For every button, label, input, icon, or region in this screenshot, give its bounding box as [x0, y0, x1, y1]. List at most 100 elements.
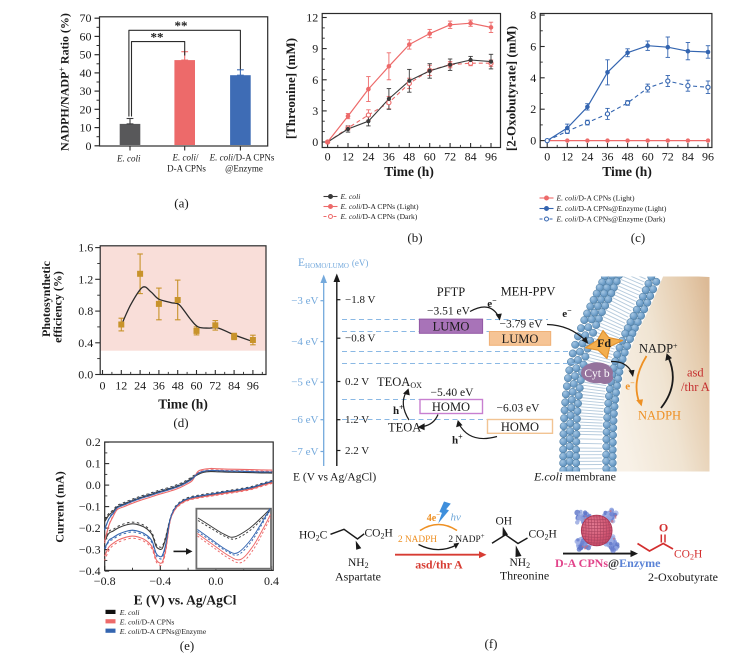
svg-text:E. coli/D-A CPNs@Enzyme (Dark): E. coli/D-A CPNs@Enzyme (Dark): [556, 215, 666, 224]
svg-text:CO2H: CO2H: [674, 549, 702, 562]
svg-text:12: 12: [306, 11, 318, 25]
svg-text:TEOA: TEOA: [388, 421, 421, 435]
svg-text:2: 2: [530, 102, 536, 116]
svg-text:Time (h): Time (h): [602, 164, 652, 179]
svg-text:Time (h): Time (h): [384, 164, 434, 179]
svg-text:h+: h+: [452, 432, 463, 447]
svg-text:Photosynthetic: Photosynthetic: [39, 260, 53, 337]
svg-text:60: 60: [642, 150, 654, 164]
svg-text:CO2H: CO2H: [529, 529, 557, 542]
svg-text:60: 60: [80, 29, 92, 43]
svg-text:0.4: 0.4: [264, 574, 279, 588]
svg-text:−4 eV: −4 eV: [291, 336, 318, 348]
svg-text:0: 0: [86, 139, 92, 153]
svg-text:0.8: 0.8: [78, 304, 93, 318]
svg-text:PFTP: PFTP: [437, 285, 466, 299]
svg-text:50: 50: [80, 48, 92, 62]
svg-text:NADPH/NADP+ Ratio (%): NADPH/NADP+ Ratio (%): [57, 13, 72, 151]
svg-text:(e): (e): [180, 638, 194, 653]
svg-text:0.2: 0.2: [86, 435, 101, 449]
svg-text:O: O: [659, 521, 668, 535]
svg-text:NADP+: NADP+: [639, 341, 678, 356]
svg-text:4: 4: [530, 71, 536, 85]
svg-text:0: 0: [530, 134, 536, 148]
svg-text:**: **: [151, 30, 164, 45]
svg-text:E. coli: E. coli: [119, 608, 140, 617]
svg-text:Fd: Fd: [597, 336, 611, 350]
svg-text:1.6: 1.6: [78, 241, 93, 255]
svg-text:asd: asd: [687, 366, 704, 380]
svg-text:@Enzyme: @Enzyme: [225, 164, 263, 174]
svg-text:1.2 V: 1.2 V: [345, 414, 369, 426]
svg-text:NH2: NH2: [348, 557, 369, 570]
svg-text:0.0: 0.0: [78, 368, 93, 382]
svg-text:Cyt b: Cyt b: [584, 368, 609, 380]
svg-text:−0.4: −0.4: [149, 574, 171, 588]
svg-text:E. coli/D-A CPNs (Dark): E. coli/D-A CPNs (Dark): [340, 212, 418, 221]
svg-text:70: 70: [80, 11, 92, 25]
svg-text:LUMO: LUMO: [433, 320, 470, 334]
svg-text:36: 36: [383, 150, 395, 164]
svg-text:0.0: 0.0: [86, 478, 101, 492]
svg-text:−3.51 eV: −3.51 eV: [427, 306, 471, 318]
svg-text:2-Oxobutyrate: 2-Oxobutyrate: [648, 570, 718, 584]
svg-text:(a): (a): [174, 196, 188, 211]
svg-text:40: 40: [80, 66, 92, 80]
svg-text:−0.1: −0.1: [79, 500, 101, 514]
svg-text:0.1: 0.1: [86, 457, 101, 471]
svg-text:h+: h+: [393, 403, 404, 418]
svg-text:72: 72: [662, 150, 674, 164]
svg-text:0: 0: [325, 150, 331, 164]
svg-text:2.2 V: 2.2 V: [345, 445, 369, 457]
svg-text:OH: OH: [496, 516, 513, 528]
svg-text:84: 84: [465, 150, 477, 164]
svg-text:E. coli/D-A CPNs (Light): E. coli/D-A CPNs (Light): [340, 202, 420, 211]
svg-text:E. coli/D-A CPNs: E. coli/D-A CPNs: [119, 617, 175, 626]
svg-text:E. coli/D-A CPNs: E. coli/D-A CPNs: [209, 153, 275, 163]
svg-text:96: 96: [702, 150, 714, 164]
svg-text:LUMO: LUMO: [502, 332, 539, 346]
svg-text:6: 6: [530, 40, 536, 54]
svg-text:84: 84: [682, 150, 694, 164]
svg-text:2 NADPH: 2 NADPH: [398, 535, 437, 545]
svg-text:36: 36: [153, 379, 165, 393]
svg-text:(b): (b): [407, 230, 422, 245]
svg-text:60: 60: [191, 379, 203, 393]
svg-text:hν: hν: [451, 511, 462, 523]
svg-text:−5.40 eV: −5.40 eV: [431, 387, 475, 399]
svg-text:96: 96: [247, 379, 259, 393]
svg-text:−0.2: −0.2: [79, 521, 101, 535]
svg-text:72: 72: [444, 150, 456, 164]
svg-text:−0.8 V: −0.8 V: [345, 333, 376, 345]
svg-text:36: 36: [602, 150, 614, 164]
svg-text:D-A CPNs@Enzyme: D-A CPNs@Enzyme: [555, 556, 661, 570]
svg-text:48: 48: [172, 379, 184, 393]
svg-text:E. coli: E. coli: [340, 192, 361, 201]
svg-text:96: 96: [485, 150, 497, 164]
svg-text:e−: e−: [562, 306, 572, 321]
svg-text:(f): (f): [485, 636, 498, 651]
svg-text:−0.4: −0.4: [79, 564, 101, 578]
svg-text:12: 12: [115, 379, 127, 393]
svg-text:12: 12: [342, 150, 354, 164]
svg-text:20: 20: [80, 102, 92, 116]
svg-text:0.4: 0.4: [78, 336, 93, 350]
svg-text:24: 24: [134, 379, 146, 393]
svg-text:3: 3: [312, 104, 318, 118]
svg-text:E. coli/D-A CPNs@Enzyme (Light: E. coli/D-A CPNs@Enzyme (Light): [556, 204, 667, 213]
svg-text:24: 24: [362, 150, 374, 164]
svg-text:Threonine: Threonine: [500, 569, 549, 583]
svg-text:MEH-PPV: MEH-PPV: [501, 285, 556, 299]
svg-text:48: 48: [403, 150, 415, 164]
svg-text:Current (mA): Current (mA): [53, 471, 67, 542]
svg-text:(c): (c): [631, 230, 645, 245]
svg-text:D-A CPNs: D-A CPNs: [167, 164, 206, 174]
svg-text:9: 9: [312, 42, 318, 56]
svg-text:0: 0: [100, 379, 106, 393]
svg-text:E. coli: E. coli: [116, 154, 141, 164]
svg-text:/thr A: /thr A: [681, 380, 710, 394]
svg-text:**: **: [175, 18, 188, 33]
svg-text:12: 12: [561, 150, 573, 164]
svg-text:−5 eV: −5 eV: [291, 377, 318, 389]
svg-text:HOMO: HOMO: [432, 400, 470, 414]
